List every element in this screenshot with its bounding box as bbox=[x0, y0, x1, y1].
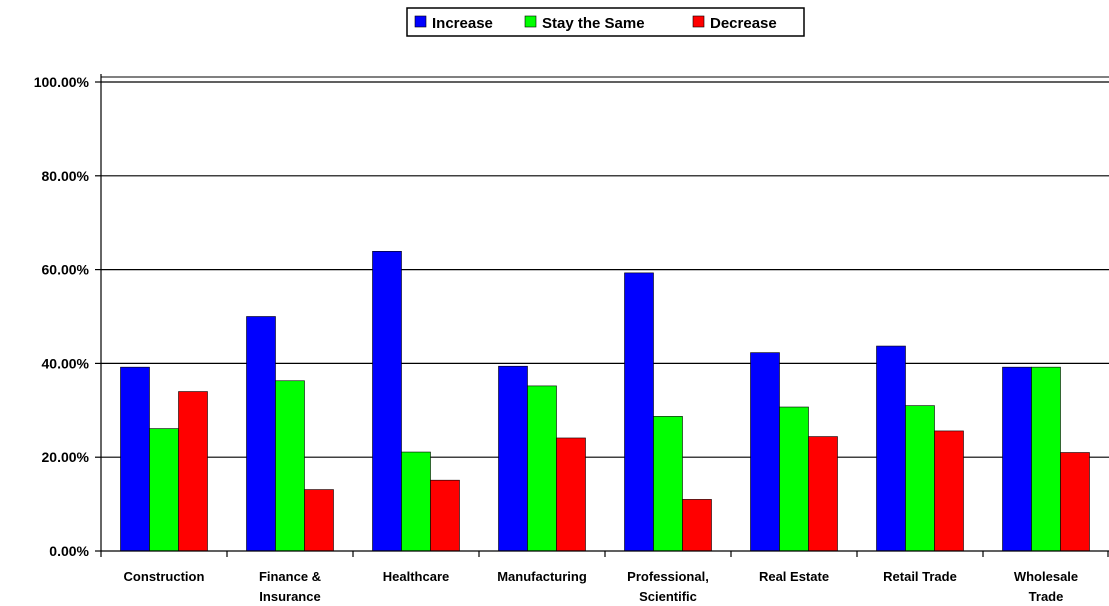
y-tick-label: 100.00% bbox=[34, 74, 90, 90]
bar-increase bbox=[120, 366, 150, 552]
y-tick-label: 80.00% bbox=[42, 168, 90, 184]
bar-decrease bbox=[178, 391, 208, 552]
bars bbox=[120, 251, 1090, 552]
x-category-label: Professional, Scientific bbox=[627, 569, 709, 604]
bar-decrease bbox=[808, 436, 838, 552]
bar-decrease bbox=[430, 479, 460, 552]
bar-decrease bbox=[304, 489, 334, 552]
legend-swatch bbox=[524, 15, 537, 28]
legend-swatch bbox=[414, 15, 427, 28]
bar-stay-the-same bbox=[1031, 366, 1061, 552]
bar-decrease bbox=[682, 499, 712, 552]
x-category-label: Retail Trade bbox=[883, 569, 957, 584]
bar-increase bbox=[372, 251, 402, 552]
bar-stay-the-same bbox=[401, 451, 431, 552]
axes bbox=[95, 74, 1109, 557]
x-category-label: Construction bbox=[124, 569, 205, 584]
legend-label: Decrease bbox=[710, 15, 777, 32]
legend-box bbox=[406, 7, 805, 37]
y-tick-label: 20.00% bbox=[42, 449, 90, 465]
y-tick-label: 40.00% bbox=[42, 355, 90, 371]
y-tick-label: 0.00% bbox=[49, 543, 89, 559]
bar-stay-the-same bbox=[779, 406, 809, 552]
legend: Increase Stay the Same Decrease bbox=[406, 7, 805, 37]
x-category-label: Real Estate bbox=[759, 569, 829, 584]
bar-increase bbox=[498, 365, 528, 552]
bar-stay-the-same bbox=[149, 428, 179, 552]
bar-stay-the-same bbox=[527, 385, 557, 552]
y-tick-label: 60.00% bbox=[42, 262, 90, 278]
x-category-labels: Construction Finance & Insurance Healthcare… bbox=[124, 569, 1079, 604]
bar-increase bbox=[624, 272, 654, 552]
bar-increase bbox=[750, 352, 780, 552]
bar-decrease bbox=[556, 437, 586, 552]
bar-stay-the-same bbox=[275, 380, 305, 552]
legend-swatch bbox=[692, 15, 705, 28]
legend-label: Increase bbox=[432, 15, 493, 32]
legend-label: Stay the Same bbox=[542, 15, 645, 32]
x-category-label: Healthcare bbox=[383, 569, 449, 584]
y-tick-labels: 0.00% 20.00% 40.00% 60.00% 80.00% 100.00% bbox=[34, 74, 90, 559]
bar-stay-the-same bbox=[653, 416, 683, 552]
x-category-label: Finance & Insurance bbox=[259, 569, 321, 604]
bar-increase bbox=[876, 345, 906, 552]
bar-decrease bbox=[934, 430, 964, 552]
bar-increase bbox=[246, 316, 276, 552]
x-category-label: Manufacturing bbox=[497, 569, 587, 584]
bar-stay-the-same bbox=[905, 405, 935, 552]
bar-increase bbox=[1002, 366, 1032, 552]
bar-decrease bbox=[1060, 452, 1090, 552]
x-category-label: Wholesale Trade bbox=[1014, 569, 1078, 604]
